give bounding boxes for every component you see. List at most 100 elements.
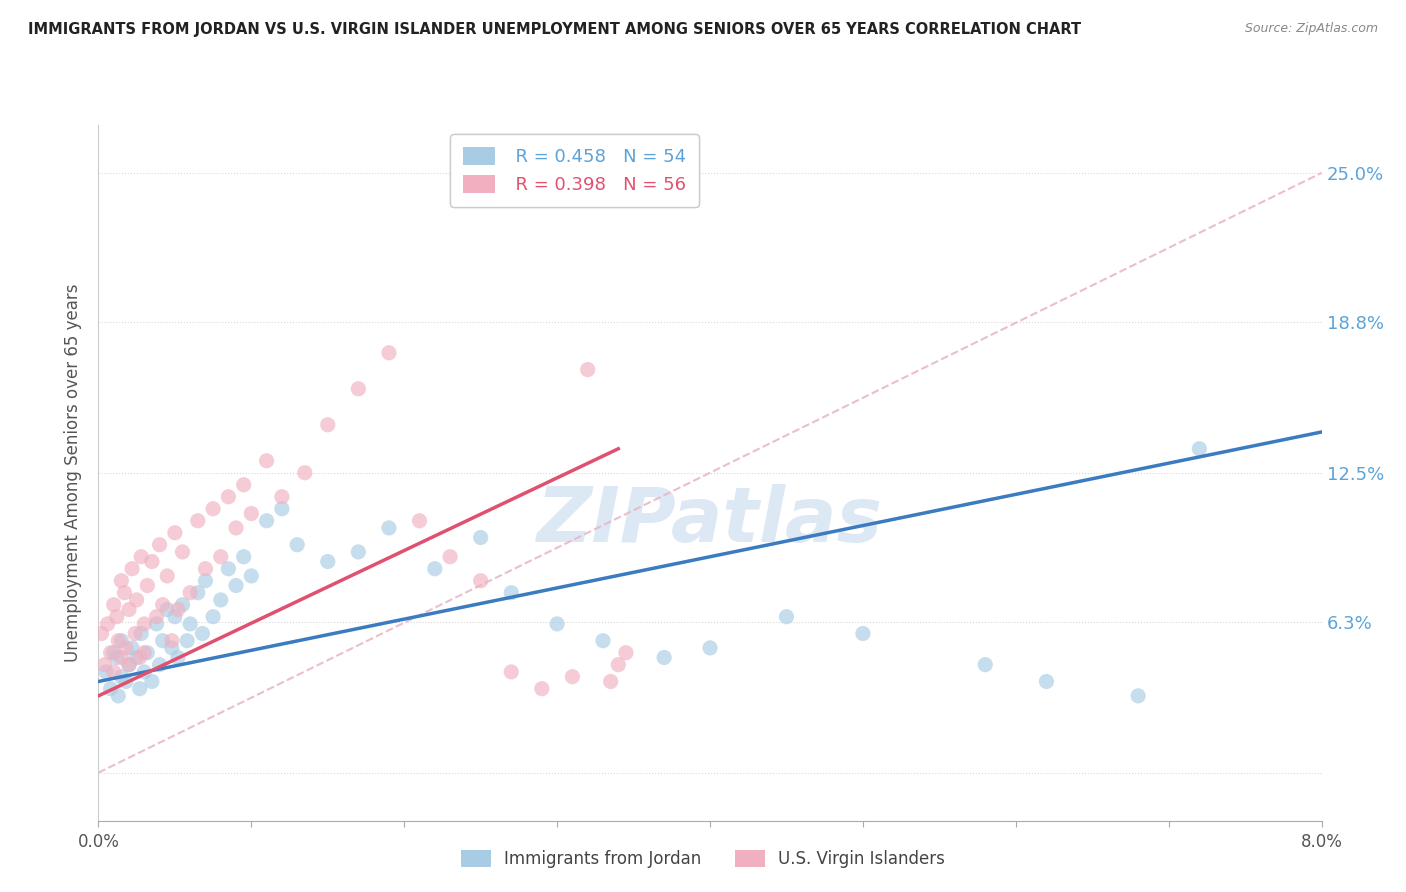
Point — [107, 689, 129, 703]
Point — [209, 593, 232, 607]
Point — [134, 646, 156, 660]
Point — [145, 609, 167, 624]
Point — [179, 616, 201, 631]
Point — [347, 545, 370, 559]
Point — [129, 549, 152, 564]
Point — [852, 626, 875, 640]
Point — [974, 657, 997, 672]
Point — [118, 657, 141, 672]
Point — [94, 665, 117, 679]
Point — [125, 593, 148, 607]
Point — [285, 538, 308, 552]
Point — [546, 616, 568, 631]
Y-axis label: Unemployment Among Seniors over 65 years: Unemployment Among Seniors over 65 years — [65, 284, 83, 662]
Point — [93, 657, 115, 672]
Point — [156, 569, 179, 583]
Point — [128, 650, 150, 665]
Point — [316, 555, 339, 569]
Text: Source: ZipAtlas.com: Source: ZipAtlas.com — [1244, 22, 1378, 36]
Point — [1035, 674, 1057, 689]
Point — [103, 646, 125, 660]
Point — [115, 674, 138, 689]
Point — [163, 525, 186, 540]
Point — [152, 633, 174, 648]
Point — [270, 501, 294, 516]
Point — [652, 650, 675, 665]
Point — [294, 466, 316, 480]
Point — [378, 346, 401, 360]
Point — [699, 640, 721, 655]
Point — [167, 650, 190, 665]
Point — [232, 549, 254, 564]
Legend: Immigrants from Jordan, U.S. Virgin Islanders: Immigrants from Jordan, U.S. Virgin Isla… — [454, 843, 952, 875]
Point — [115, 640, 138, 655]
Point — [103, 665, 125, 679]
Point — [423, 562, 446, 576]
Point — [110, 633, 132, 648]
Point — [167, 602, 190, 616]
Point — [100, 681, 122, 696]
Point — [217, 562, 239, 576]
Point — [141, 555, 163, 569]
Point — [187, 514, 209, 528]
Point — [470, 531, 492, 545]
Point — [118, 657, 141, 672]
Point — [316, 417, 339, 432]
Point — [100, 646, 122, 660]
Point — [501, 665, 523, 679]
Text: IMMIGRANTS FROM JORDAN VS U.S. VIRGIN ISLANDER UNEMPLOYMENT AMONG SENIORS OVER 6: IMMIGRANTS FROM JORDAN VS U.S. VIRGIN IS… — [28, 22, 1081, 37]
Point — [149, 657, 172, 672]
Point — [202, 609, 225, 624]
Point — [152, 598, 174, 612]
Point — [599, 674, 621, 689]
Point — [614, 646, 637, 660]
Point — [194, 574, 217, 588]
Point — [176, 633, 198, 648]
Point — [191, 626, 214, 640]
Point — [202, 501, 225, 516]
Point — [90, 626, 112, 640]
Point — [1128, 689, 1150, 703]
Point — [775, 609, 797, 624]
Point — [107, 633, 129, 648]
Point — [145, 616, 167, 631]
Point — [217, 490, 239, 504]
Point — [1188, 442, 1211, 456]
Legend:   R = 0.458   N = 54,   R = 0.398   N = 56: R = 0.458 N = 54, R = 0.398 N = 56 — [450, 134, 699, 207]
Point — [103, 598, 125, 612]
Point — [270, 490, 294, 504]
Point — [240, 507, 263, 521]
Point — [124, 626, 146, 640]
Point — [110, 650, 132, 665]
Point — [156, 602, 179, 616]
Point — [530, 681, 553, 696]
Point — [576, 362, 599, 376]
Text: 0.0%: 0.0% — [77, 832, 120, 851]
Point — [125, 650, 148, 665]
Point — [209, 549, 232, 564]
Point — [470, 574, 492, 588]
Point — [160, 633, 183, 648]
Point — [408, 514, 430, 528]
Point — [561, 670, 583, 684]
Point — [172, 545, 194, 559]
Point — [501, 585, 523, 599]
Point — [105, 609, 128, 624]
Point — [110, 670, 132, 684]
Point — [141, 674, 163, 689]
Point — [592, 633, 614, 648]
Point — [149, 538, 172, 552]
Point — [194, 562, 217, 576]
Point — [134, 665, 156, 679]
Point — [225, 521, 247, 535]
Point — [136, 578, 159, 592]
Point — [118, 602, 141, 616]
Point — [232, 477, 254, 491]
Point — [347, 382, 370, 396]
Point — [105, 650, 128, 665]
Point — [121, 562, 143, 576]
Point — [256, 514, 278, 528]
Point — [378, 521, 401, 535]
Point — [163, 609, 186, 624]
Point — [179, 585, 201, 599]
